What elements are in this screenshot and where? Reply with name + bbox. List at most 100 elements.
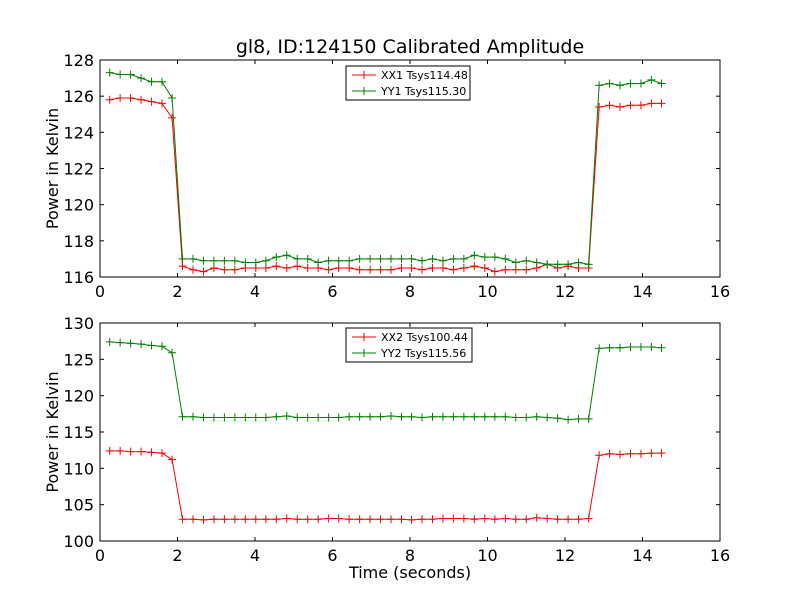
data-point xyxy=(470,262,479,271)
data-point xyxy=(334,514,343,523)
data-point xyxy=(459,254,468,263)
chart-title: gl8, ID:124150 Calibrated Amplitude xyxy=(236,36,584,58)
data-point xyxy=(407,254,416,263)
data-point xyxy=(626,79,635,88)
y-tick-label: 120 xyxy=(63,196,94,215)
data-point xyxy=(564,260,573,269)
y-tick-label: 116 xyxy=(63,268,94,287)
data-point xyxy=(647,449,656,458)
data-point xyxy=(595,344,604,353)
x-tick-label: 2 xyxy=(172,546,182,565)
data-point xyxy=(543,260,552,269)
data-point xyxy=(616,103,625,112)
data-point xyxy=(178,515,187,524)
data-point xyxy=(126,93,135,102)
data-point xyxy=(366,515,375,524)
legend: XX1 Tsys114.48 YY1 Tsys115.30 xyxy=(345,65,471,101)
data-point xyxy=(522,265,531,274)
data-point xyxy=(397,515,406,524)
data-point xyxy=(532,258,541,267)
data-point xyxy=(168,348,177,357)
data-point xyxy=(595,103,604,112)
data-point xyxy=(220,413,229,422)
data-point xyxy=(480,514,489,523)
data-point xyxy=(241,515,250,524)
data-point xyxy=(647,342,656,351)
data-point xyxy=(199,413,208,422)
data-point xyxy=(105,446,114,455)
data-point xyxy=(282,251,291,260)
y-tick-label: 125 xyxy=(63,350,94,369)
data-point xyxy=(147,97,156,106)
data-point xyxy=(543,514,552,523)
data-point xyxy=(428,263,437,272)
series-2 xyxy=(105,337,666,424)
data-point xyxy=(480,412,489,421)
data-point xyxy=(116,93,125,102)
data-point xyxy=(126,70,135,79)
series-2 xyxy=(105,68,666,269)
data-point xyxy=(158,99,166,108)
data-point xyxy=(522,413,531,422)
data-point xyxy=(168,93,177,102)
data-point xyxy=(105,337,114,346)
data-point xyxy=(418,413,427,422)
data-point xyxy=(584,414,593,423)
x-tick-label: 4 xyxy=(250,282,260,301)
legend-label: YY2 Tsys115.56 xyxy=(380,347,466,360)
data-point xyxy=(158,449,166,458)
data-point xyxy=(158,342,166,351)
data-point xyxy=(553,414,562,423)
y-tick-label: 118 xyxy=(63,232,94,251)
data-point xyxy=(178,254,187,263)
data-point xyxy=(189,265,197,274)
data-point xyxy=(189,254,197,263)
data-point xyxy=(366,412,375,421)
data-point xyxy=(407,263,416,272)
data-point xyxy=(137,340,146,349)
data-point xyxy=(241,413,250,422)
data-point xyxy=(303,263,312,272)
y-tick-label: 100 xyxy=(63,532,94,551)
data-point xyxy=(272,262,281,271)
data-point xyxy=(428,254,437,263)
data-point xyxy=(251,413,260,422)
data-point xyxy=(334,256,343,265)
data-point xyxy=(574,414,583,423)
data-point xyxy=(376,265,385,274)
data-point xyxy=(636,79,645,88)
data-point xyxy=(418,515,427,524)
x-tick-label: 6 xyxy=(327,282,337,301)
data-point xyxy=(303,413,312,422)
data-point xyxy=(168,455,177,464)
legend: XX2 Tsys100.44 YY2 Tsys115.56 xyxy=(345,327,473,363)
data-point xyxy=(345,263,354,272)
data-point xyxy=(178,412,187,421)
data-point xyxy=(616,81,625,90)
data-point xyxy=(605,79,614,88)
x-tick-label: 6 xyxy=(327,546,337,565)
data-point xyxy=(293,515,302,524)
data-point xyxy=(428,515,437,524)
data-point xyxy=(490,412,499,421)
data-point xyxy=(137,95,146,104)
data-point xyxy=(397,263,406,272)
data-point xyxy=(459,412,468,421)
y-axis-label: Power in Kelvin xyxy=(43,108,62,229)
data-point xyxy=(438,514,447,523)
data-point xyxy=(428,412,437,421)
data-point xyxy=(261,256,270,265)
legend-label: YY1 Tsys115.30 xyxy=(380,85,466,98)
data-point xyxy=(241,258,250,267)
data-point xyxy=(272,412,281,421)
data-point xyxy=(303,515,312,524)
y-tick-label: 120 xyxy=(63,387,94,406)
data-point xyxy=(532,412,541,421)
data-point xyxy=(116,70,125,79)
data-point xyxy=(636,449,645,458)
data-point xyxy=(158,77,166,86)
data-point xyxy=(189,412,197,421)
legend-marker xyxy=(360,87,368,95)
data-point xyxy=(636,342,645,351)
data-point xyxy=(470,515,479,524)
